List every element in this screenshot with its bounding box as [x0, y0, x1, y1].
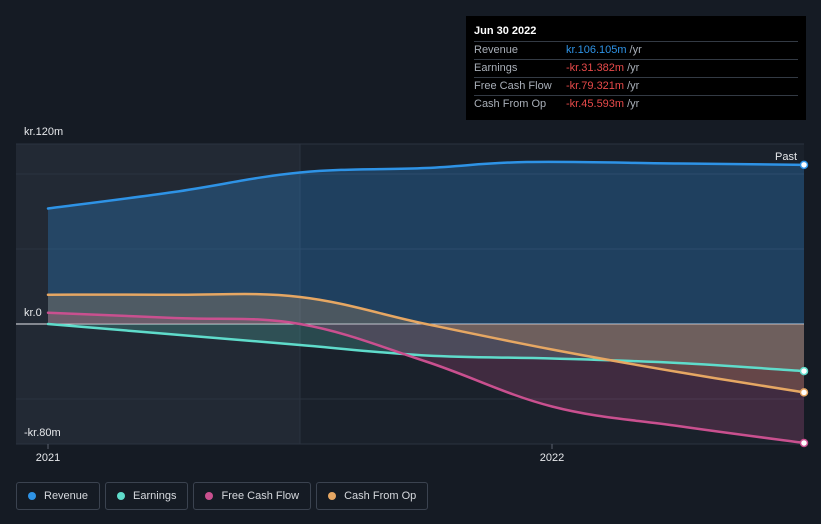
- tooltip-row-cash-from-op: Cash From Op -kr.45.593m /yr: [474, 96, 798, 113]
- legend-dot-icon: [205, 492, 214, 500]
- tooltip-row-value: -kr.31.382m: [566, 62, 625, 74]
- tooltip-row-value: kr.106.105m: [566, 44, 627, 56]
- tooltip-row-value: -kr.45.593m: [566, 98, 625, 110]
- y-tick-label: kr.0: [24, 307, 42, 319]
- legend-dot-icon: [28, 492, 36, 500]
- tooltip-row-label: Revenue: [474, 44, 519, 56]
- legend-item-earnings[interactable]: Earnings: [105, 482, 189, 510]
- series-lines: [46, 160, 806, 445]
- tooltip-row-free-cash-flow: Free Cash Flow -kr.79.321m /yr: [474, 78, 798, 96]
- series-end-dots: [799, 160, 809, 448]
- legend-label: Revenue: [44, 490, 89, 502]
- series-end-dot-earnings: [799, 366, 809, 376]
- tooltip-row-unit: /yr: [629, 44, 642, 56]
- series-line-free-cash-flow: [46, 311, 806, 445]
- tooltip-row-unit: /yr: [627, 80, 640, 92]
- tooltip-row-earnings: Earnings -kr.31.382m /yr: [474, 60, 798, 78]
- tooltip-date: Jun 30 2022: [474, 24, 798, 42]
- legend-dot-icon: [117, 492, 126, 500]
- x-tick-label: 2022: [540, 452, 564, 464]
- y-axis-ticks: kr.120m kr.0 -kr.80m: [24, 126, 63, 439]
- past-label: Past: [775, 151, 797, 163]
- legend-label: Cash From Op: [344, 490, 417, 502]
- series-line-earnings: [46, 322, 806, 373]
- tooltip-row-unit: /yr: [627, 62, 640, 74]
- legend-item-free-cash-flow[interactable]: Free Cash Flow: [193, 482, 312, 510]
- series-area-free-cash-flow: [48, 312, 804, 443]
- legend-item-cash-from-op[interactable]: Cash From Op: [316, 482, 429, 510]
- legend-dot-icon: [328, 492, 337, 500]
- x-tick-label: 2021: [36, 452, 60, 464]
- grid-lines: [16, 143, 804, 445]
- x-axis-ticks: 2021 2022: [36, 444, 564, 464]
- tooltip-row-label: Free Cash Flow: [474, 80, 552, 92]
- y-tick-label: -kr.80m: [24, 427, 61, 439]
- tooltip-row-unit: /yr: [627, 98, 640, 110]
- y-tick-label: kr.120m: [24, 126, 63, 138]
- tooltip-row-label: Cash From Op: [474, 98, 547, 110]
- legend-label: Free Cash Flow: [221, 490, 300, 502]
- legend: Revenue Earnings Free Cash Flow Cash Fro…: [16, 482, 429, 510]
- series-end-dot-cash-from-op: [799, 388, 809, 397]
- legend-label: Earnings: [133, 490, 177, 502]
- series-end-dot-free-cash-flow: [799, 438, 809, 448]
- series-line-cash-from-op: [46, 292, 806, 394]
- tooltip-row-label: Earnings: [474, 62, 518, 74]
- series-end-dot-revenue: [799, 160, 809, 170]
- tooltip: Jun 30 2022 Revenue kr.106.105m /yr Earn…: [466, 16, 806, 120]
- tooltip-row-revenue: Revenue kr.106.105m /yr: [474, 42, 798, 60]
- series-line-revenue: [46, 160, 806, 210]
- series-area-revenue: [48, 161, 804, 324]
- tooltip-row-value: -kr.79.321m: [566, 80, 625, 92]
- legend-item-revenue[interactable]: Revenue: [16, 482, 101, 510]
